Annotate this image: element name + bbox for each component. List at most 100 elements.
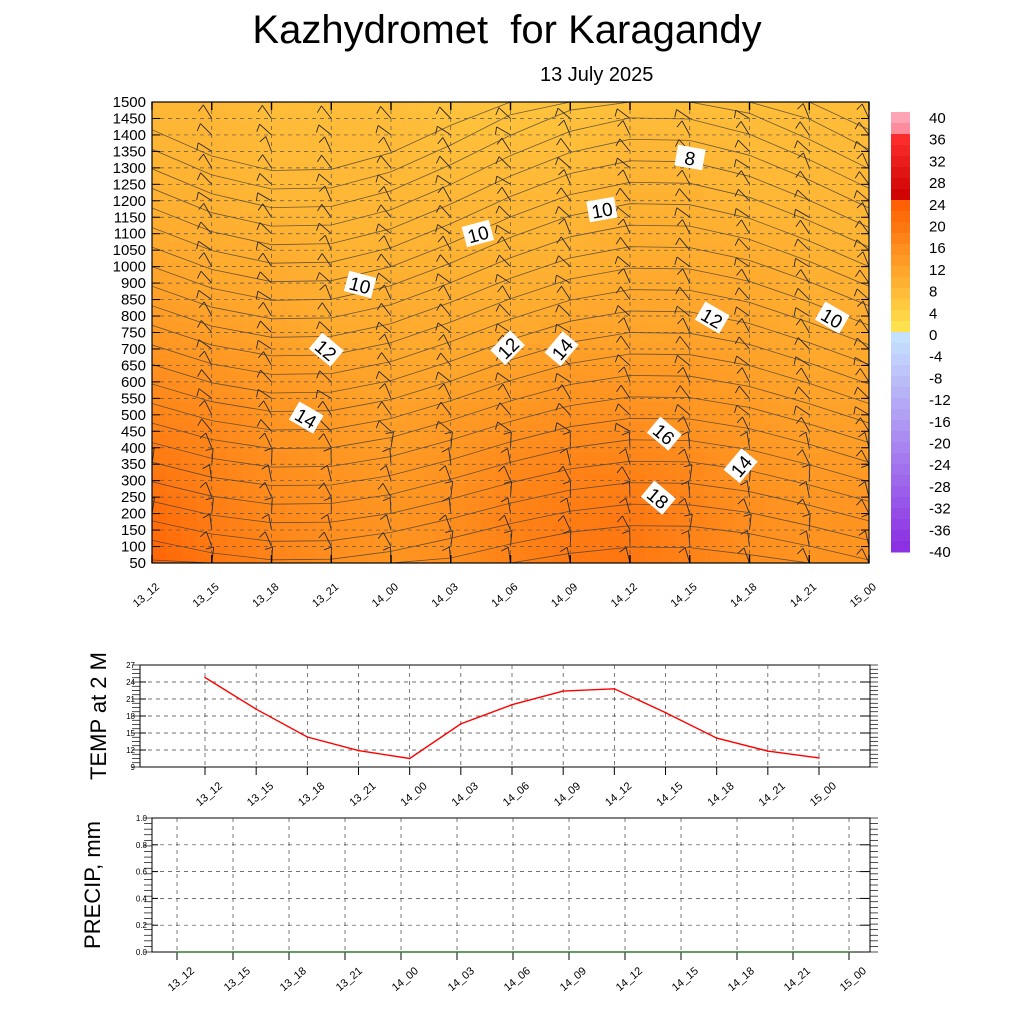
field-cell <box>615 372 631 384</box>
wind-barb <box>560 187 571 202</box>
colorbar-swatch <box>891 244 910 256</box>
field-cell <box>839 162 855 173</box>
field-cell <box>181 492 198 504</box>
field-cell <box>600 362 616 374</box>
wind-barb <box>802 103 810 119</box>
wind-barb-flag <box>677 366 684 374</box>
wind-barb <box>679 385 691 399</box>
field-cell <box>734 512 751 524</box>
field-cell <box>211 282 228 293</box>
wind-barb <box>620 237 631 251</box>
field-cell <box>704 272 721 283</box>
field-cell <box>480 432 497 444</box>
wind-barb <box>738 238 750 251</box>
field-cell <box>809 532 825 544</box>
field-cell <box>376 362 392 374</box>
field-cell <box>555 302 571 313</box>
field-cell <box>405 162 422 173</box>
field-cell <box>510 312 526 324</box>
field-cell <box>600 262 616 273</box>
field-cell <box>555 482 571 494</box>
wind-barb <box>323 531 332 547</box>
field-cell <box>435 132 452 143</box>
field-cell <box>764 322 780 334</box>
field-cell <box>465 282 482 293</box>
field-cell <box>376 292 392 303</box>
field-cell <box>331 372 347 384</box>
field-cell <box>704 512 721 524</box>
field-cell <box>152 462 168 474</box>
field-cell <box>555 112 571 123</box>
wind-barb-flag <box>793 209 796 218</box>
wind-barb <box>740 170 750 185</box>
field-cell <box>689 492 706 504</box>
wind-barb <box>864 481 869 498</box>
x-tick-label: 14_21 <box>757 780 788 809</box>
contour-label-box <box>674 144 706 171</box>
field-cell <box>689 302 706 313</box>
field-cell <box>435 332 452 344</box>
data-point <box>306 736 309 738</box>
field-cell <box>659 553 676 563</box>
field-cell <box>181 272 198 283</box>
field-cell <box>854 332 869 344</box>
field-cell <box>495 462 512 474</box>
wind-barb-flag <box>736 268 743 276</box>
field-cell <box>241 502 258 514</box>
field-cell <box>659 162 676 173</box>
wind-barb <box>802 498 810 514</box>
field-cell <box>719 352 736 364</box>
wind-barb-flag <box>616 515 623 523</box>
field-cell <box>764 382 780 394</box>
field-cell <box>286 262 302 273</box>
wind-barb-flag <box>735 385 740 394</box>
field-cell <box>391 512 407 524</box>
field-cell <box>211 492 228 504</box>
field-cell <box>166 553 183 563</box>
field-cell <box>346 132 362 143</box>
field-cell <box>361 302 377 313</box>
field-cell <box>764 182 780 193</box>
field-cell <box>510 122 526 133</box>
field-cell <box>854 262 869 273</box>
wind-barb-flag <box>743 513 752 517</box>
field-cell <box>644 502 661 514</box>
field-cell <box>271 372 287 384</box>
field-cell <box>226 492 243 504</box>
wind-barb <box>264 531 272 547</box>
field-cell <box>839 132 855 143</box>
field-cell <box>495 162 512 173</box>
field-cell <box>166 242 183 253</box>
data-point <box>511 703 513 706</box>
field-cell <box>585 543 601 554</box>
wind-barb <box>861 499 869 514</box>
field-cell <box>346 522 362 534</box>
colorbar-tick-label: -8 <box>929 370 942 387</box>
field-cell <box>630 553 646 563</box>
field-cell <box>794 262 810 273</box>
field-cell <box>495 432 512 444</box>
field-cell <box>734 352 751 364</box>
field-cell <box>824 212 840 223</box>
field-cell <box>839 462 855 474</box>
field-cell <box>211 232 228 243</box>
wind-barb-flag <box>615 237 621 245</box>
field-cell <box>794 532 810 544</box>
field-cell <box>166 102 183 113</box>
field-cell <box>435 553 452 563</box>
field-cell <box>152 172 168 183</box>
field-cell <box>331 172 347 183</box>
field-cell <box>555 122 571 133</box>
field-cell <box>824 202 840 213</box>
field-cell <box>644 132 661 143</box>
wind-barb <box>799 121 810 136</box>
wind-barb <box>617 157 631 169</box>
field-cell <box>570 222 586 233</box>
field-cell <box>630 162 646 173</box>
field-cell <box>391 302 407 313</box>
field-cell <box>525 512 541 524</box>
field-cell <box>271 212 287 223</box>
field-cell <box>570 362 586 374</box>
field-cell <box>316 262 332 273</box>
field-cell <box>644 272 661 283</box>
